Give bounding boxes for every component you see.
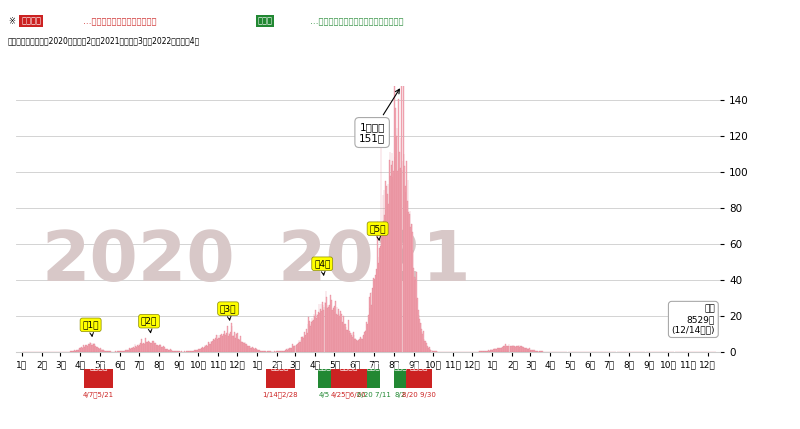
- Text: 緊急事態: 緊急事態: [339, 363, 358, 371]
- Text: 2020: 2020: [42, 228, 236, 296]
- Text: ※: ※: [8, 17, 15, 26]
- Text: 第5波: 第5波: [370, 224, 386, 240]
- Bar: [366, 369, 380, 388]
- Bar: [84, 369, 113, 388]
- Text: 4/7－5/21: 4/7－5/21: [83, 391, 114, 398]
- Text: 1/14－2/28: 1/14－2/28: [262, 391, 298, 398]
- Text: 2021: 2021: [277, 228, 470, 296]
- Text: 第4波: 第4波: [314, 259, 330, 275]
- Text: 4/25－6/20: 4/25－6/20: [331, 391, 366, 398]
- Text: …まん延防止等重点措置の本市対象期間: …まん延防止等重点措置の本市対象期間: [310, 17, 403, 26]
- Bar: [330, 369, 366, 388]
- Text: 6/20 7/11: 6/20 7/11: [357, 392, 390, 398]
- Text: 緊急事態: 緊急事態: [21, 16, 41, 25]
- Text: まん延: まん延: [258, 16, 272, 25]
- Text: 8/20 9/30: 8/20 9/30: [402, 392, 436, 398]
- Text: …緊急事態宣言の本市対象期間: …緊急事態宣言の本市対象期間: [83, 17, 157, 26]
- Text: 第3波: 第3波: [220, 304, 237, 320]
- Bar: [318, 369, 330, 388]
- Text: 緊急事態: 緊急事態: [89, 363, 108, 371]
- Text: 累計
8529人
(12/14時点): 累計 8529人 (12/14時点): [671, 305, 715, 334]
- Text: 第1波: 第1波: [82, 320, 99, 336]
- Text: まん延: まん延: [366, 363, 381, 371]
- Text: まん延: まん延: [318, 363, 331, 371]
- Text: 【西暦・元号対照】2020年＝令和2年、2021年＝令和3年、2022年＝令和4年: 【西暦・元号対照】2020年＝令和2年、2021年＝令和3年、2022年＝令和4…: [8, 36, 200, 45]
- Bar: [394, 369, 406, 388]
- Bar: [406, 369, 433, 388]
- Text: まん延: まん延: [394, 363, 407, 371]
- Text: 緊急事態: 緊急事態: [270, 363, 290, 371]
- Text: 8/2: 8/2: [394, 392, 406, 398]
- Bar: [266, 369, 294, 388]
- Text: 4/5: 4/5: [318, 392, 330, 398]
- Text: 緊急事態: 緊急事態: [410, 363, 429, 371]
- Text: 第2波: 第2波: [141, 317, 158, 332]
- Text: 1日最多
151人: 1日最多 151人: [359, 89, 399, 143]
- Text: 市内新規患者発生数の推移
（1日当たり）※12月14日時点: 市内新規患者発生数の推移 （1日当たり）※12月14日時点: [647, 18, 757, 44]
